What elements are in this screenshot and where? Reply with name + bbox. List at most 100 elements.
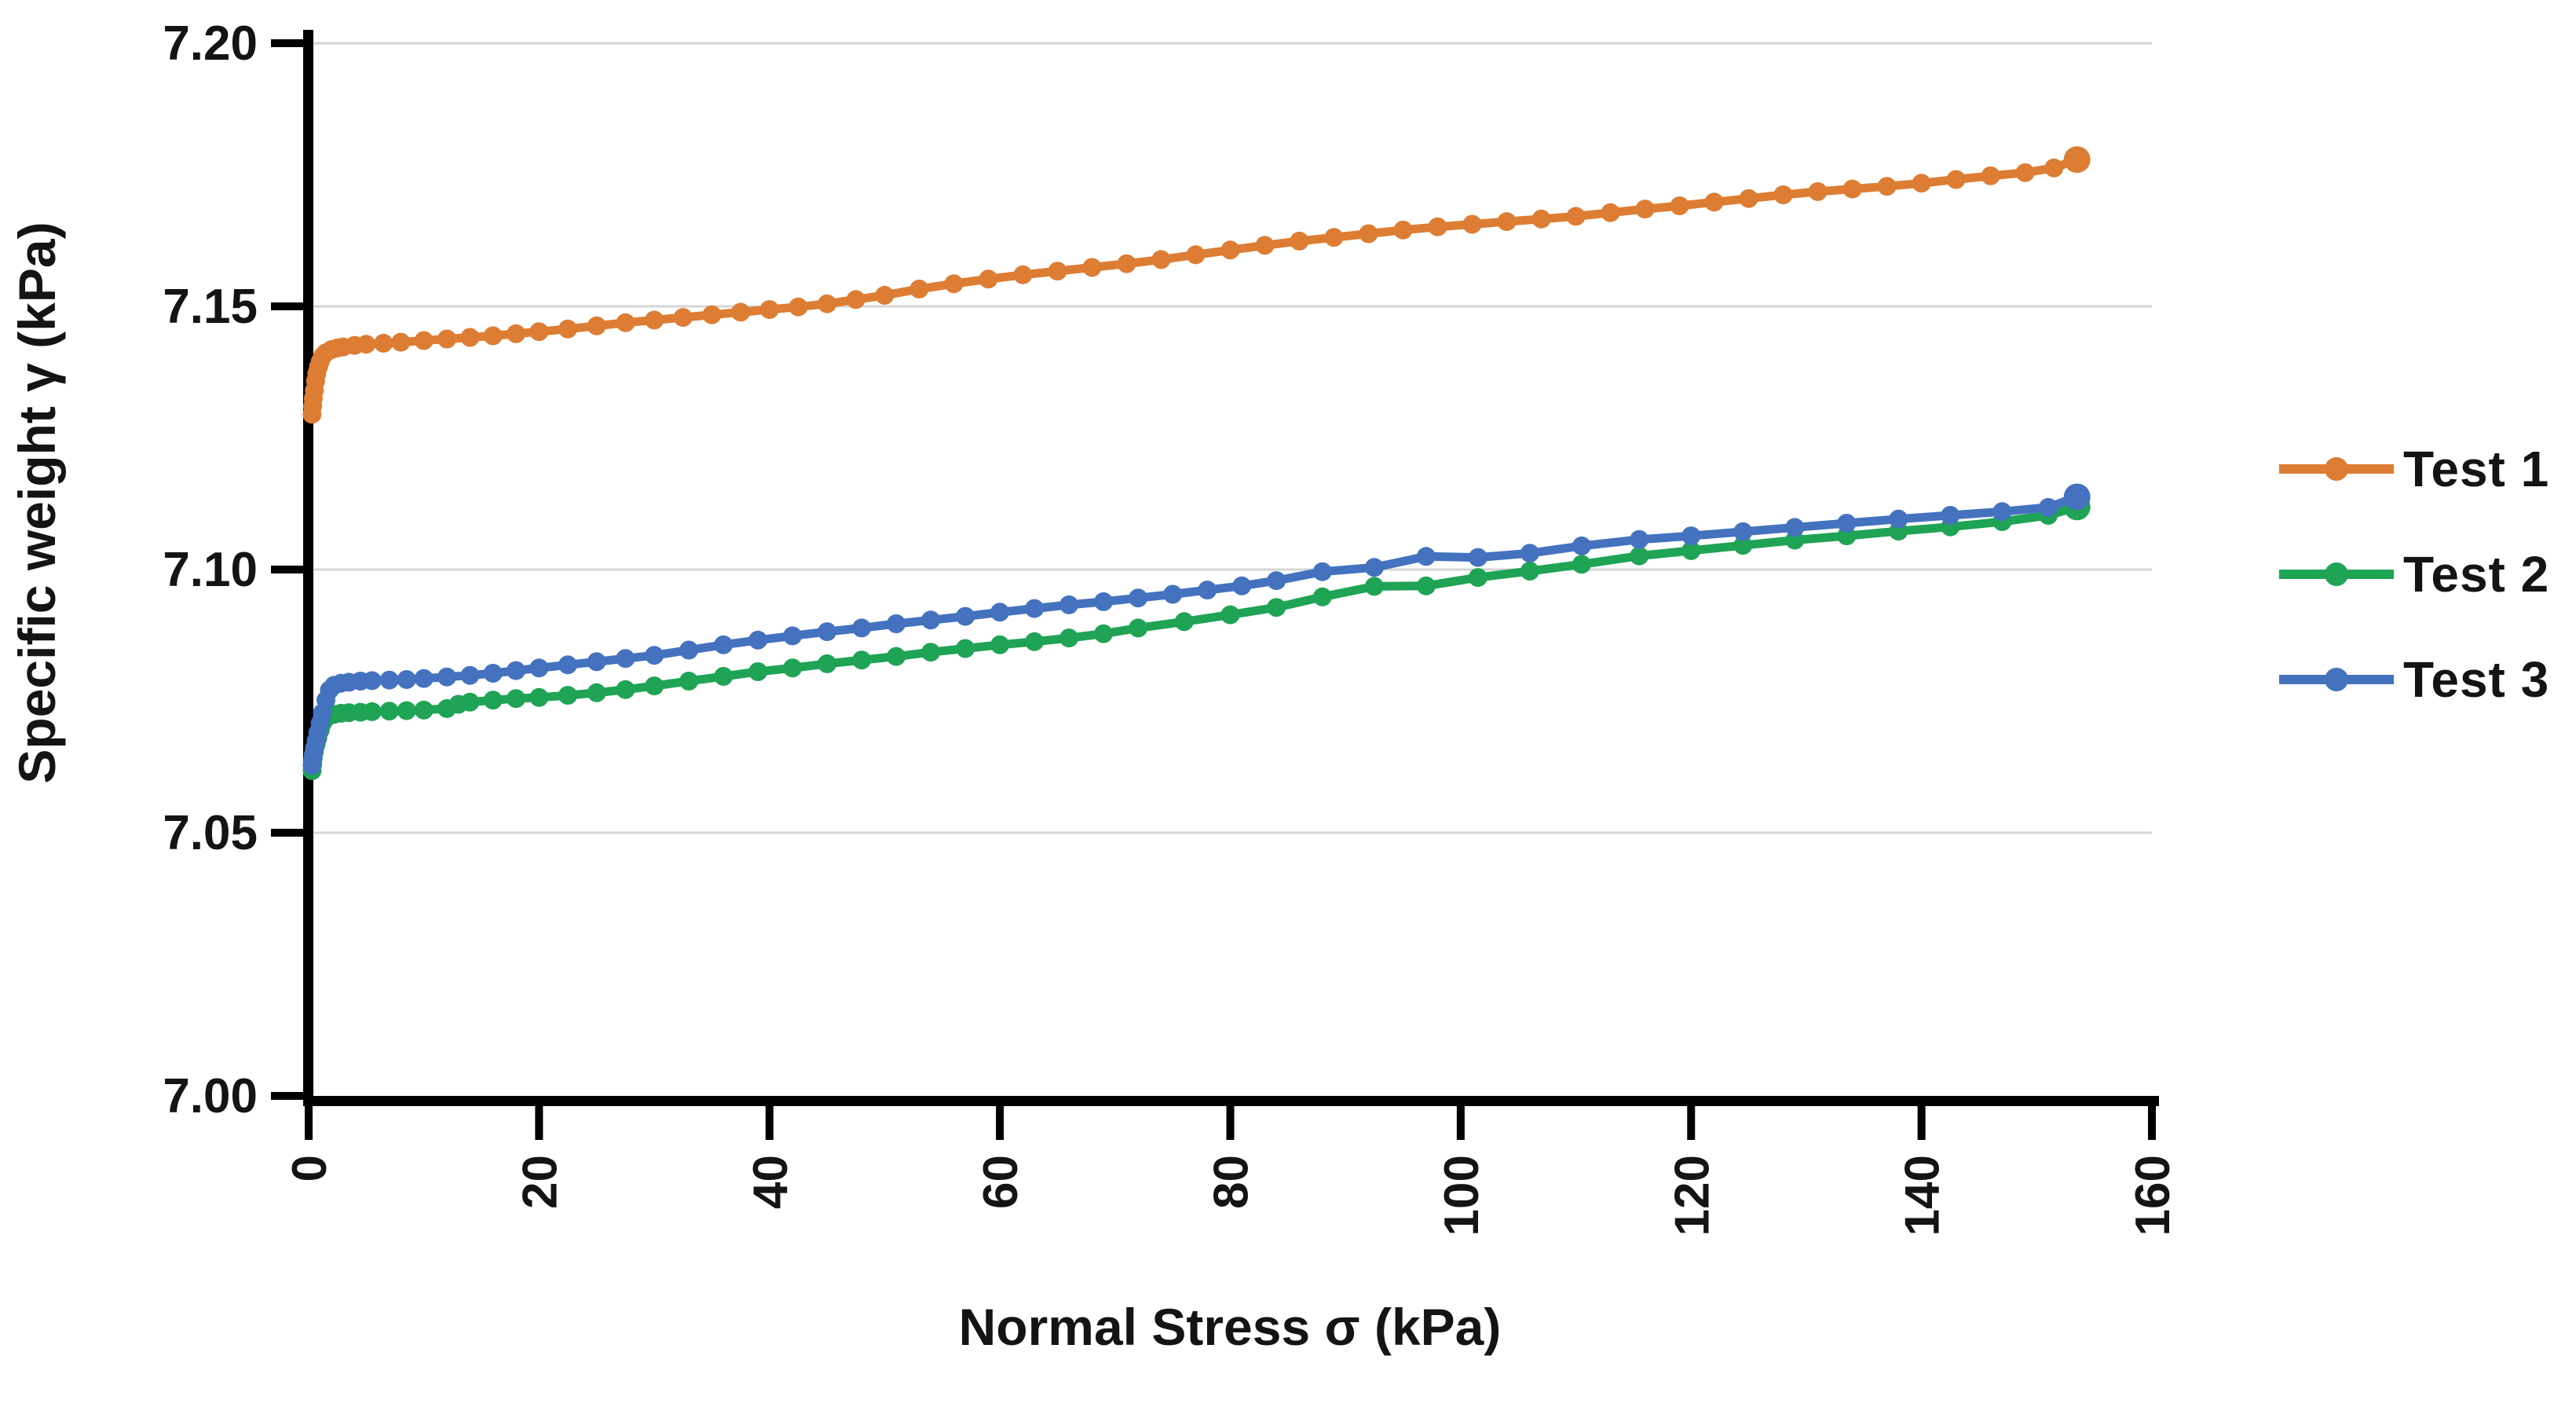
data-point-marker xyxy=(921,610,941,630)
data-point-marker xyxy=(460,328,480,347)
legend-item-test3: Test 3 xyxy=(2278,650,2549,709)
data-point-marker xyxy=(1094,624,1114,643)
data-point-marker xyxy=(507,324,525,343)
data-point-marker xyxy=(529,687,549,707)
axes xyxy=(271,30,2159,1140)
data-point-marker xyxy=(374,333,393,353)
y-axis-title: Specific weight γ (kPa) xyxy=(8,222,66,783)
legend-label: Test 2 xyxy=(2403,546,2550,603)
data-series xyxy=(302,146,2091,780)
series-line xyxy=(307,502,2082,775)
data-point-marker xyxy=(1255,236,1275,255)
data-point-marker xyxy=(362,671,382,691)
data-point-marker xyxy=(1174,612,1194,632)
data-point-marker xyxy=(1232,576,1252,595)
legend-item-test1: Test 1 xyxy=(2278,440,2549,498)
data-point-marker xyxy=(529,658,549,678)
data-point-marker xyxy=(1739,189,1758,208)
y-tick-label: 7.00 xyxy=(163,1069,258,1123)
data-point-marker xyxy=(1837,514,1857,533)
data-point-marker xyxy=(852,650,872,670)
data-point-marker xyxy=(1220,240,1240,260)
data-point-marker xyxy=(1572,555,1591,574)
data-point-marker xyxy=(1808,181,1828,201)
data-point-marker xyxy=(748,662,768,681)
data-point-marker xyxy=(1290,231,1309,251)
x-tick-label: 60 xyxy=(974,1155,1028,1209)
data-point-marker xyxy=(759,300,779,319)
data-point-marker xyxy=(379,670,399,690)
data-point-marker xyxy=(1889,509,1908,529)
data-point-marker xyxy=(1359,224,1378,244)
data-point-marker xyxy=(1267,598,1286,617)
data-point-marker xyxy=(1531,209,1551,229)
legend-label: Test 1 xyxy=(2403,441,2550,497)
data-point-marker xyxy=(1129,618,1148,638)
data-point-marker xyxy=(1681,526,1701,546)
data-point-marker xyxy=(1773,185,1793,204)
data-point-marker xyxy=(645,646,664,665)
data-point-marker xyxy=(414,331,434,350)
data-point-marker xyxy=(1025,632,1045,651)
x-tick-label: 100 xyxy=(1435,1155,1489,1236)
data-point-marker xyxy=(379,702,399,721)
data-point-marker xyxy=(1912,174,1931,193)
data-point-marker xyxy=(1520,562,1539,581)
data-point-marker xyxy=(507,689,525,709)
data-point-marker xyxy=(1186,245,1206,265)
data-point-marker xyxy=(1566,207,1586,226)
data-point-marker xyxy=(362,702,382,721)
series-test2 xyxy=(302,493,2091,780)
data-point-marker xyxy=(483,664,503,683)
data-point-marker xyxy=(1267,571,1286,591)
data-point-marker xyxy=(437,667,456,687)
data-point-marker xyxy=(483,691,503,710)
x-axis-spine xyxy=(303,1096,2159,1106)
data-point-marker xyxy=(645,676,664,696)
data-point-marker xyxy=(1981,166,2000,185)
data-point-marker xyxy=(1364,558,1384,577)
data-point-marker xyxy=(956,606,975,626)
data-point-marker xyxy=(921,643,941,662)
data-point-marker xyxy=(1163,584,1183,604)
data-point-marker xyxy=(1220,605,1240,625)
data-point-marker xyxy=(846,290,865,310)
data-point-marker xyxy=(645,310,664,330)
data-point-marker xyxy=(460,665,480,685)
data-point-marker xyxy=(702,305,722,324)
x-tick-label: 80 xyxy=(1205,1155,1259,1209)
data-point-marker xyxy=(731,302,751,322)
data-point-marker xyxy=(1364,577,1384,596)
data-point-marker xyxy=(1992,502,2012,522)
data-point-marker xyxy=(1497,212,1517,232)
data-point-marker xyxy=(1312,562,1332,581)
data-point-marker xyxy=(909,279,929,299)
data-point-marker xyxy=(1312,587,1332,606)
x-tick-label: 40 xyxy=(744,1155,798,1209)
data-point-marker xyxy=(818,654,837,673)
data-point-marker xyxy=(1462,214,1482,234)
data-point-marker xyxy=(1785,518,1805,537)
data-point-marker xyxy=(414,669,434,688)
data-point-marker xyxy=(1572,536,1591,555)
data-point-marker xyxy=(587,683,606,702)
data-point-marker xyxy=(1059,628,1079,648)
test3-line-marker-icon xyxy=(2279,668,2394,691)
data-point-marker xyxy=(818,622,837,642)
data-point-marker xyxy=(587,652,606,672)
x-tick-label: 160 xyxy=(2126,1155,2180,1236)
data-point-marker xyxy=(1946,170,1966,189)
x-axis-title: Normal Stress σ (kPa) xyxy=(959,1298,1502,1356)
data-point-marker xyxy=(1013,265,1033,284)
x-tick-label: 120 xyxy=(1665,1155,1719,1236)
data-point-marker xyxy=(714,635,734,654)
data-point-marker xyxy=(1025,599,1045,618)
data-point-marker xyxy=(1151,250,1171,269)
data-point-marker xyxy=(818,294,837,313)
series-test3 xyxy=(302,483,2091,775)
data-point-marker xyxy=(1428,217,1447,236)
data-point-marker xyxy=(1094,592,1114,611)
data-point-marker xyxy=(437,329,456,349)
